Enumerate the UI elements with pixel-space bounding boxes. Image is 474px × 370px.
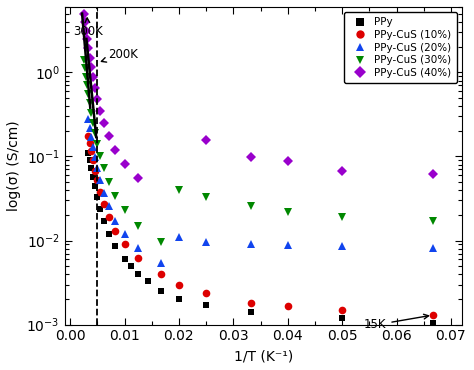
Text: 200K: 200K [101,48,138,62]
Text: 300K: 300K [73,18,102,38]
X-axis label: 1/T (K⁻¹): 1/T (K⁻¹) [234,349,293,363]
Y-axis label: log(σ) (S/cm): log(σ) (S/cm) [7,121,21,211]
Legend: PPy, PPy-CuS (10%), PPy-CuS (20%), PPy-CuS (30%), PPy-CuS (40%): PPy, PPy-CuS (10%), PPy-CuS (20%), PPy-C… [344,12,456,83]
Text: 15K: 15K [364,314,428,332]
